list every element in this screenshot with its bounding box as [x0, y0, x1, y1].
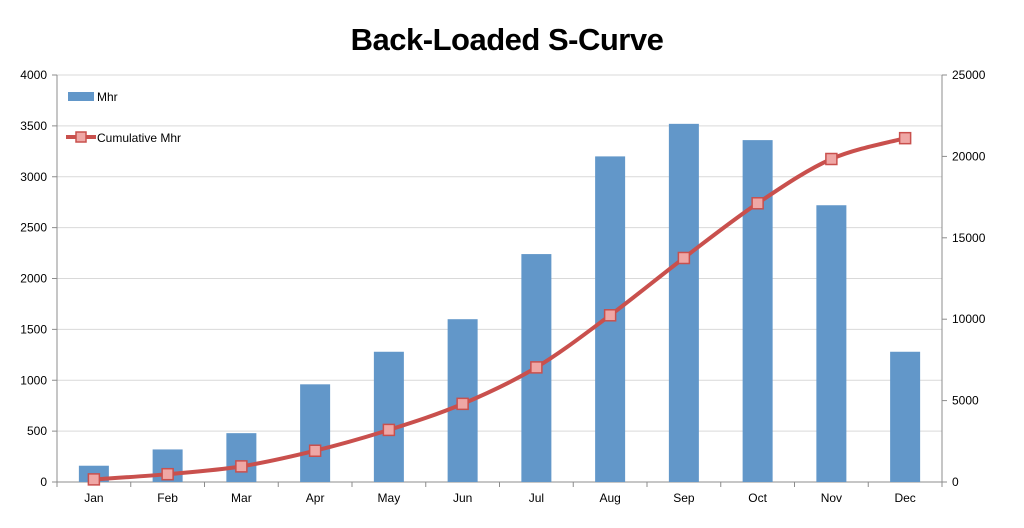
cumulative-point-marker	[898, 131, 912, 145]
y-left-tick-label: 3000	[20, 170, 47, 184]
chart-title: Back-Loaded S-Curve	[350, 22, 664, 57]
y-right-tick-label: 5000	[952, 394, 979, 408]
y-left-tick-label: 0	[40, 475, 47, 489]
x-tick-label: Jun	[453, 491, 472, 505]
cumulative-point-marker	[530, 361, 543, 374]
legend-label-cumulative-mhr: Cumulative Mhr	[97, 131, 181, 145]
bar-mhr	[300, 384, 331, 482]
y-left-tick-label: 500	[27, 424, 47, 438]
cumulative-point-marker	[603, 309, 617, 322]
cumulative-point-marker	[161, 467, 174, 481]
cumulative-point-marker	[751, 197, 764, 210]
y-right-tick-label: 20000	[952, 149, 986, 163]
bar-mhr	[890, 351, 921, 482]
x-tick-label: Feb	[157, 491, 178, 505]
y-right-tick-label: 25000	[952, 68, 986, 82]
y-axis-left-labels: 0 500 1000 1500 2000 2500 3000 3500 4000	[20, 68, 47, 489]
x-tick-label: Jul	[529, 491, 544, 505]
legend-label-mhr: Mhr	[97, 90, 118, 104]
gridlines	[57, 74, 942, 432]
cumulative-point-marker	[456, 397, 469, 411]
x-tick-label: Nov	[821, 491, 842, 505]
cumulative-point-marker	[235, 460, 248, 473]
bar-mhr	[816, 205, 847, 483]
x-tick-label: Apr	[306, 491, 325, 505]
y-axis-right-labels: 0 5000 10000 15000 20000 25000	[952, 68, 986, 489]
y-right-tick-label: 10000	[952, 312, 986, 326]
y-left-tick-label: 3500	[20, 119, 47, 133]
x-tick-label: May	[378, 491, 401, 505]
bar-mhr	[226, 433, 257, 482]
cumulative-point-marker	[825, 152, 838, 166]
y-left-tick-label: 1000	[20, 373, 47, 387]
x-tick-label: Sep	[673, 491, 695, 505]
cumulative-point-marker	[677, 251, 691, 265]
x-axis-labels: Jan Feb Mar Apr May Jun Jul Aug Sep Oct Nov Dec	[84, 491, 916, 505]
cumulative-line-path	[93, 136, 906, 482]
legend-swatch-mhr	[68, 92, 94, 101]
legend: Mhr Cumulative Mhr	[66, 90, 181, 145]
y-right-tick-label: 0	[952, 475, 959, 489]
x-tick-label: Jan	[84, 491, 103, 505]
bar-mhr	[668, 123, 699, 482]
y-left-tick-label: 4000	[20, 68, 47, 82]
line-series-cumulative-mhr	[87, 131, 912, 486]
bar-mhr	[742, 140, 773, 482]
y-left-tick-label: 2500	[20, 221, 47, 235]
legend-swatch-cumulative-marker	[75, 131, 87, 143]
axes	[52, 74, 947, 487]
x-tick-label: Oct	[748, 491, 767, 505]
x-tick-label: Mar	[231, 491, 252, 505]
y-right-tick-label: 15000	[952, 231, 986, 245]
x-tick-label: Aug	[599, 491, 620, 505]
y-left-tick-label: 1500	[20, 322, 47, 336]
x-tick-label: Dec	[894, 491, 915, 505]
cumulative-point-marker	[87, 473, 101, 486]
bar-mhr	[373, 351, 404, 482]
cumulative-point-marker	[308, 444, 322, 457]
y-left-tick-label: 2000	[20, 272, 47, 286]
cumulative-point-marker	[382, 423, 396, 437]
